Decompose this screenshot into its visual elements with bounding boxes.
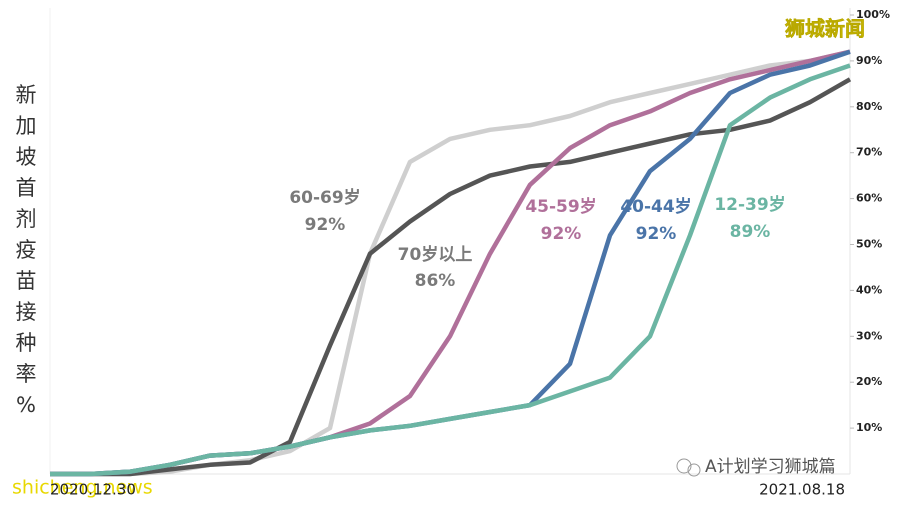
watermark: A计划学习狮城篇 <box>705 457 836 477</box>
x-tick-label: 2021.08.18 <box>759 481 845 499</box>
watermark: 狮城新闻 <box>785 17 865 41</box>
y-axis-label: 新加坡首剂疫苗接种率% <box>16 83 37 417</box>
y-tick-label: 30% <box>856 329 882 342</box>
end-value-label: 89% <box>730 222 771 242</box>
x-tick-label: 2020.12.30 <box>50 481 136 499</box>
end-value-label: 92% <box>541 224 582 244</box>
legend-label: 45-59岁 <box>525 196 596 217</box>
end-value-label: 92% <box>305 215 346 235</box>
line <box>50 63 851 477</box>
y-tick-label: 50% <box>856 238 882 251</box>
end-value-label: 86% <box>415 271 456 291</box>
wechat-icon <box>676 458 692 474</box>
y-tick-label: 10% <box>856 421 882 434</box>
legend-label: 60-69岁 <box>289 187 360 208</box>
end-value-label: 92% <box>636 224 677 244</box>
y-tick-label: 70% <box>856 146 882 159</box>
watermark: shicheng.news <box>12 477 153 499</box>
line <box>50 77 852 477</box>
wechat-icon <box>687 463 701 477</box>
y-tick-label: 60% <box>856 192 882 205</box>
legend-label: 40-44岁 <box>620 196 691 217</box>
y-tick-label: 20% <box>856 375 882 388</box>
y-tick-label: 80% <box>856 100 882 113</box>
legend-label: 70岁以上 <box>398 244 473 265</box>
y-tick-label: 90% <box>856 54 882 67</box>
legend-label: 12-39岁 <box>714 194 785 215</box>
y-tick-label: 40% <box>856 283 882 296</box>
y-tick-label: 100% <box>856 8 890 21</box>
